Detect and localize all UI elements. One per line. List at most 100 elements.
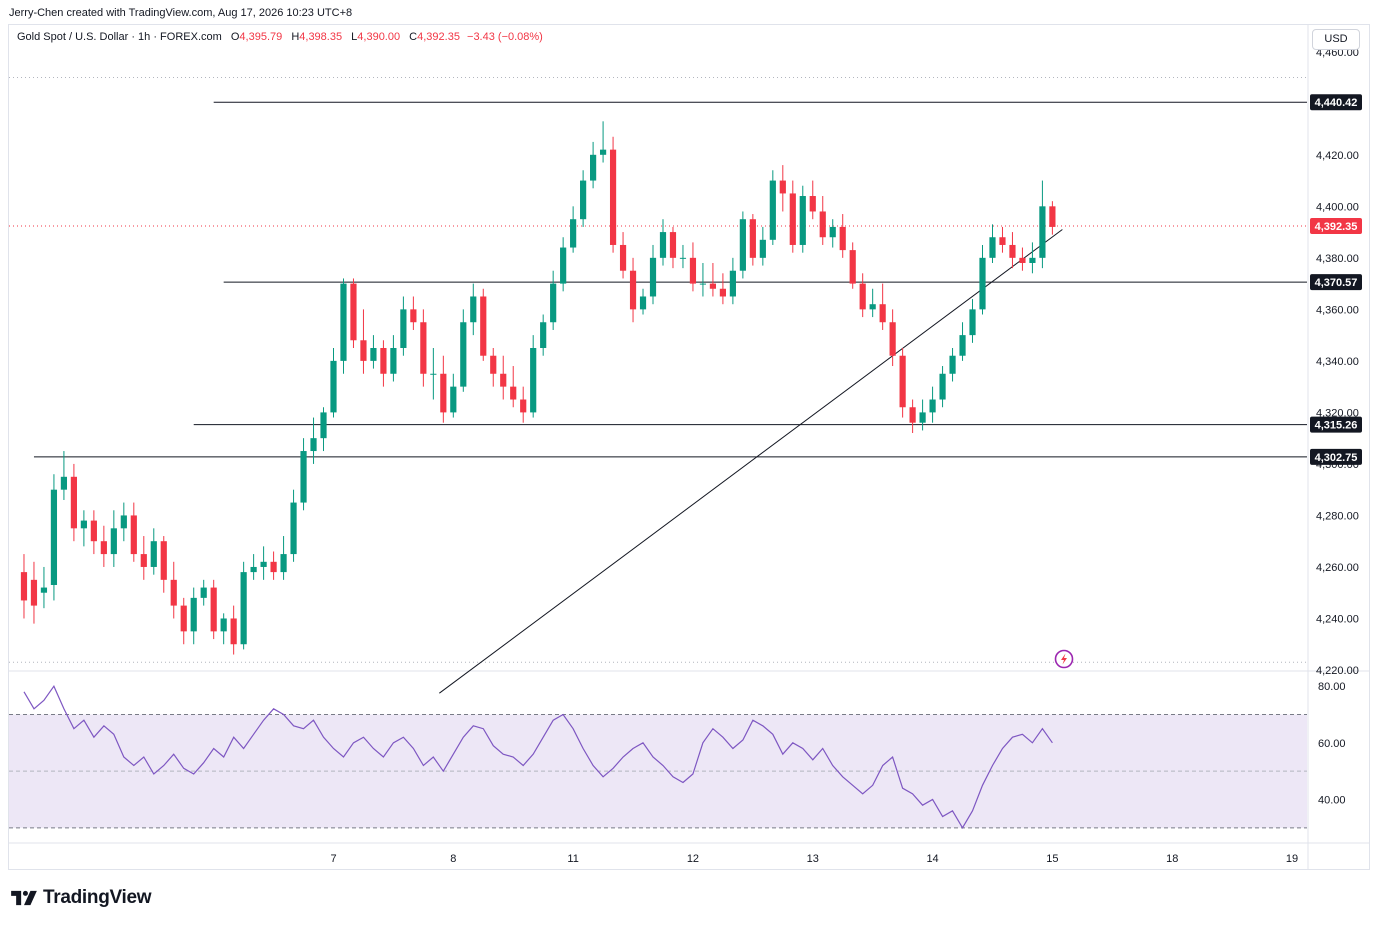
candle-body — [639, 296, 647, 310]
candle-body — [80, 520, 87, 529]
brand[interactable]: TradingView — [10, 887, 152, 909]
candle — [30, 561, 38, 624]
candle-body — [330, 360, 337, 413]
candle — [120, 502, 127, 542]
candle — [1039, 180, 1046, 269]
candle-body — [480, 296, 487, 356]
candle-body — [390, 348, 397, 374]
candle — [609, 136, 617, 253]
candle — [739, 211, 746, 279]
candle — [979, 244, 986, 315]
candle — [440, 355, 447, 423]
candle — [170, 561, 177, 619]
candle — [530, 335, 537, 418]
candle-body — [769, 180, 776, 240]
candle — [889, 309, 896, 367]
candle-body — [240, 572, 247, 645]
candle-body — [320, 412, 327, 439]
price-tick-label: 4,380.00 — [1316, 253, 1359, 265]
level-price-tag: 4,302.75 — [1310, 448, 1362, 465]
candle-body — [300, 451, 307, 503]
candle — [180, 597, 187, 645]
candle — [340, 278, 347, 374]
candle-body — [749, 219, 756, 258]
price-tick-label: 4,280.00 — [1316, 510, 1359, 522]
candle — [100, 525, 107, 567]
candle — [839, 214, 846, 258]
candle — [320, 407, 327, 452]
candle — [560, 237, 567, 292]
candle — [1049, 201, 1056, 235]
high-label: H — [291, 31, 300, 43]
candle-body — [789, 193, 796, 245]
candle — [849, 242, 856, 289]
candle — [190, 587, 197, 645]
candle-body — [699, 283, 707, 285]
alert-icon[interactable] — [1054, 649, 1074, 669]
candle — [949, 348, 956, 382]
candle-body — [839, 226, 846, 251]
candle-body — [410, 309, 417, 323]
candle — [90, 510, 97, 555]
level-price-tag-text: 4,440.42 — [1315, 97, 1358, 109]
candle — [550, 270, 557, 330]
candle-body — [729, 270, 736, 297]
brand-name: TradingView — [43, 887, 152, 908]
candle — [799, 185, 806, 253]
candle — [430, 348, 437, 400]
candle — [669, 226, 677, 269]
price-tick-label: 4,220.00 — [1316, 665, 1359, 677]
candle-body — [1019, 257, 1026, 263]
candle-body — [949, 355, 956, 374]
chart-frame — [8, 24, 1370, 870]
last-price-tag: 4,392.35 — [1310, 218, 1362, 235]
candle-body — [609, 149, 617, 245]
candle — [570, 206, 577, 253]
candle-body — [370, 348, 377, 361]
candle — [330, 348, 337, 418]
candle — [290, 489, 297, 562]
rsi-layer — [23, 684, 1053, 829]
candle — [729, 257, 736, 305]
candle — [749, 214, 756, 266]
currency-selector[interactable]: USD — [1312, 29, 1360, 50]
candle — [759, 226, 766, 266]
candle — [500, 355, 507, 400]
rsi-line — [23, 684, 1053, 829]
candle — [989, 224, 996, 263]
candle-body — [759, 239, 766, 258]
candle-body — [190, 597, 197, 632]
candle — [869, 288, 876, 318]
candle — [130, 502, 137, 562]
candle — [909, 399, 916, 434]
candle — [50, 474, 58, 601]
candle-body — [779, 180, 786, 194]
time-tick-label: 13 — [807, 853, 819, 865]
candle-body — [120, 515, 127, 529]
candle — [20, 554, 28, 619]
candle — [480, 288, 487, 361]
candle — [929, 386, 936, 423]
axis-layer: 4,460.004,440.004,420.004,400.004,380.00… — [330, 47, 1362, 865]
candle-body — [979, 257, 986, 310]
candle — [300, 438, 307, 511]
candle-body — [270, 561, 277, 573]
candle — [410, 296, 417, 330]
price-tick-label: 4,340.00 — [1316, 356, 1359, 368]
candle — [510, 366, 517, 408]
candle — [210, 579, 217, 640]
low-label: L — [351, 31, 358, 43]
candle-body — [709, 283, 717, 289]
candle — [200, 579, 207, 606]
time-tick-label: 18 — [1166, 853, 1178, 865]
candle-body — [1029, 257, 1036, 263]
candle-body — [899, 355, 906, 408]
candle-body — [799, 196, 806, 245]
candle — [769, 170, 776, 245]
candle — [969, 299, 976, 343]
candle-body — [879, 304, 886, 323]
candle-body — [819, 211, 826, 238]
time-tick-label: 12 — [687, 853, 699, 865]
level-price-tag: 4,315.26 — [1310, 416, 1362, 433]
